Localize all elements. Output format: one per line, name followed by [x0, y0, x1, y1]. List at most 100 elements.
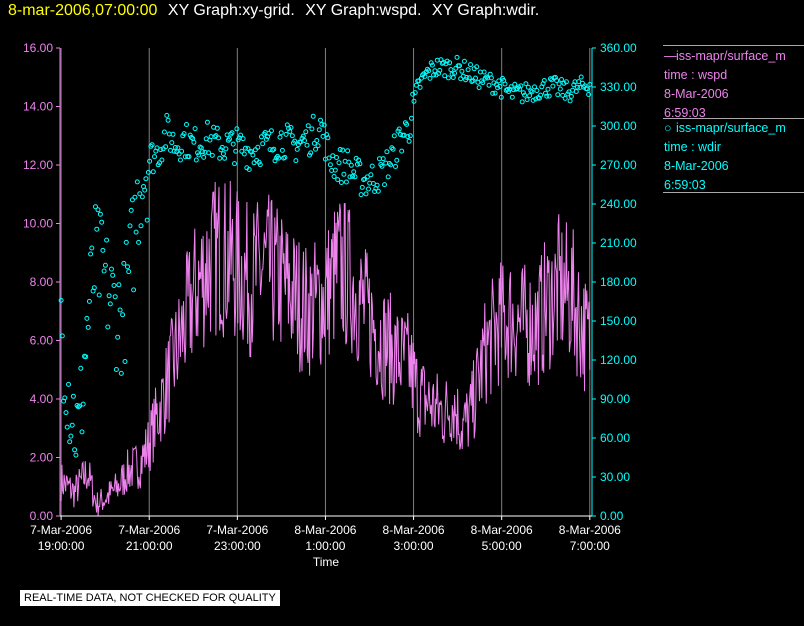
wdir-point	[289, 133, 295, 139]
wdir-point	[308, 150, 314, 156]
wdir-point	[436, 70, 442, 76]
legend-separator	[663, 192, 804, 193]
wdir-point	[97, 211, 103, 217]
wdir-point	[181, 131, 187, 137]
left-y-tick-label: 12.00	[23, 158, 53, 172]
wdir-point	[159, 157, 165, 163]
wdir-point	[412, 90, 418, 96]
wdir-point	[165, 117, 171, 123]
wdir-point	[359, 184, 365, 190]
left-y-tick-label: 2.00	[30, 451, 54, 465]
wdir-point	[314, 138, 320, 143]
wdir-point	[465, 67, 471, 73]
wdir-point	[326, 155, 332, 161]
wdir-point	[110, 272, 116, 278]
wdir-point	[113, 367, 119, 372]
legend-wdir-date: 8-Mar-2006	[664, 159, 729, 173]
wdir-point	[69, 422, 75, 428]
wdir-point	[127, 223, 133, 229]
wdir-point	[278, 130, 284, 136]
wdir-point	[175, 145, 181, 151]
wdir-point	[192, 126, 198, 132]
wdir-point	[404, 121, 410, 127]
wdir-point	[252, 147, 258, 153]
wdir-point	[89, 245, 95, 251]
wdir-point	[457, 63, 462, 69]
wdir-point	[413, 82, 419, 88]
wdir-point	[246, 167, 252, 172]
wdir-point	[233, 148, 239, 154]
wdir-point	[508, 84, 514, 90]
wdir-point	[209, 152, 215, 158]
wdir-point	[468, 62, 473, 68]
wdir-point	[325, 135, 331, 141]
wdir-point	[68, 433, 74, 439]
wdir-point	[131, 287, 137, 293]
wdir-point	[150, 169, 156, 175]
wdir-point	[568, 93, 574, 99]
wdir-point	[243, 145, 248, 151]
wdir-point	[350, 173, 355, 179]
wdir-point	[375, 188, 381, 194]
wdir-point	[101, 268, 107, 274]
right-y-tick-label: 300.00	[600, 119, 637, 133]
wdir-point	[484, 74, 489, 80]
wdir-point	[100, 247, 106, 253]
right-y-tick-label: 0.00	[600, 509, 624, 523]
wdir-point	[459, 68, 465, 74]
header-graph-wdir: XY Graph:wdir.	[431, 2, 540, 19]
wdir-point	[530, 97, 536, 103]
x-tick-label-date: 8-Mar-2006	[294, 523, 356, 537]
legend-separator	[663, 45, 804, 46]
legend-circle-marker-icon: ○	[664, 121, 672, 135]
wdir-point	[79, 429, 85, 435]
quality-note: REAL-TIME DATA, NOT CHECKED FOR QUALITY	[19, 589, 281, 607]
wdir-point	[488, 75, 494, 81]
wdir-point	[358, 192, 364, 198]
wdir-point	[123, 239, 129, 245]
x-axis-label: Time	[313, 555, 340, 569]
wdir-point	[554, 78, 560, 83]
wdir-point	[388, 162, 394, 168]
wdir-point	[338, 180, 344, 185]
wdir-point	[532, 84, 537, 90]
wdir-point	[83, 354, 89, 360]
wdir-point	[279, 147, 285, 153]
wdir-point	[179, 148, 185, 154]
wdir-point	[334, 155, 339, 160]
wdir-point	[345, 148, 351, 154]
wdir-point	[223, 146, 229, 152]
wdir-point	[66, 381, 71, 387]
wdir-point	[313, 146, 319, 152]
wdir-point	[384, 149, 390, 155]
wdir-point	[496, 78, 502, 84]
legend-entry-wdir[interactable]: ○ iss-mapr/surface_m time : wdir 8-Mar-20…	[664, 119, 804, 195]
wdir-point	[134, 179, 140, 185]
wdir-point	[385, 174, 391, 180]
wdir-point	[382, 182, 387, 188]
wdir-point	[340, 147, 346, 153]
wdir-point	[347, 174, 353, 180]
wdir-point	[70, 393, 76, 399]
wdir-point	[559, 77, 564, 82]
wdir-point	[112, 294, 118, 300]
legend-entry-wspd[interactable]: —iss-mapr/surface_m time : wspd 8-Mar-20…	[664, 47, 804, 123]
wdir-point	[128, 207, 134, 213]
wdir-point	[354, 161, 360, 167]
wdir-point	[187, 132, 193, 138]
wdir-point	[497, 84, 503, 89]
wdir-point	[72, 447, 78, 453]
wdir-point	[448, 67, 454, 73]
wdir-point	[474, 64, 480, 70]
wdir-point	[105, 324, 111, 330]
wdir-point	[62, 395, 68, 401]
wdir-point	[164, 112, 170, 118]
wdir-point	[241, 151, 247, 157]
wdir-point	[550, 83, 556, 89]
wdir-point	[302, 138, 307, 143]
wdir-point	[555, 92, 561, 98]
wdir-point	[91, 285, 97, 291]
wdir-point	[545, 86, 551, 92]
wdir-point	[227, 136, 232, 142]
